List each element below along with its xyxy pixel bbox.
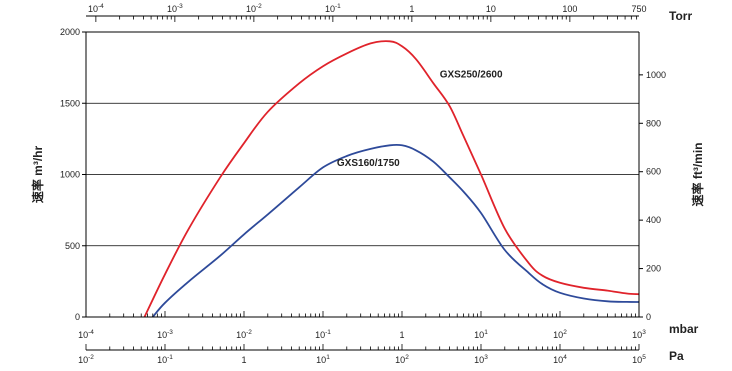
pa-tick-label: 105 [632,354,646,365]
right-tick-label: 200 [646,264,661,274]
series-line-gxs250-2600 [143,40,640,318]
series-lines [143,40,640,318]
right-tick-label: 800 [646,118,661,128]
left-tick-label: 500 [65,241,80,251]
left-tick-label: 2000 [60,27,80,37]
pa-tick-label: 103 [474,354,488,365]
series-label: GXS250/2600 [440,70,503,81]
torr-tick-label: 10-1 [325,3,341,14]
left-axis-title: 速率 m³/hr [30,146,45,204]
torr-tick-label: 10 [486,4,496,14]
torr-unit-label: Torr [669,9,692,23]
mbar-tick-label: 103 [632,329,646,340]
torr-tick-label: 10-2 [246,3,262,14]
mbar-tick-label: 10-3 [157,329,173,340]
pa-tick-label: 101 [316,354,330,365]
torr-tick-label: 10-3 [167,3,183,14]
torr-tick-label: 100 [562,4,577,14]
right-tick-label: 400 [646,215,661,225]
left-tick-label: 1000 [60,170,80,180]
gridlines [86,102,639,247]
torr-tick-label: 1 [409,4,414,14]
mbar-unit-label: mbar [669,322,699,336]
right-axis-title: 速率 ft³/min [690,143,705,207]
mbar-tick-label: 1 [399,330,404,340]
pa-tick-label: 10-2 [78,354,94,365]
left-tick-label: 0 [75,312,80,322]
torr-tick-label: 750 [631,4,646,14]
torr-tick-label: 10-4 [88,3,104,14]
mbar-tick-label: 101 [474,329,488,340]
left-tick-label: 1500 [60,98,80,108]
pa-tick-label: 1 [241,355,246,365]
pa-tick-label: 102 [395,354,409,365]
mbar-tick-label: 10-1 [315,329,331,340]
mbar-tick-label: 10-2 [236,329,252,340]
series-labels: GXS250/2600 GXS160/1750 [337,70,503,169]
mbar-tick-label: 102 [553,329,567,340]
right-tick-label: 1000 [646,70,666,80]
pa-tick-label: 10-1 [157,354,173,365]
pa-unit-label: Pa [669,349,684,363]
axes: 0 500 1000 1500 2000 0 200 400 600 800 1000 10-4 10-… [60,3,699,365]
right-tick-label: 0 [646,312,651,322]
pa-tick-label: 104 [553,354,567,365]
right-tick-label: 600 [646,167,661,177]
series-label: GXS160/1750 [337,158,400,169]
mbar-tick-label: 10-4 [78,329,94,340]
series-line-gxs160-1750 [152,143,640,318]
